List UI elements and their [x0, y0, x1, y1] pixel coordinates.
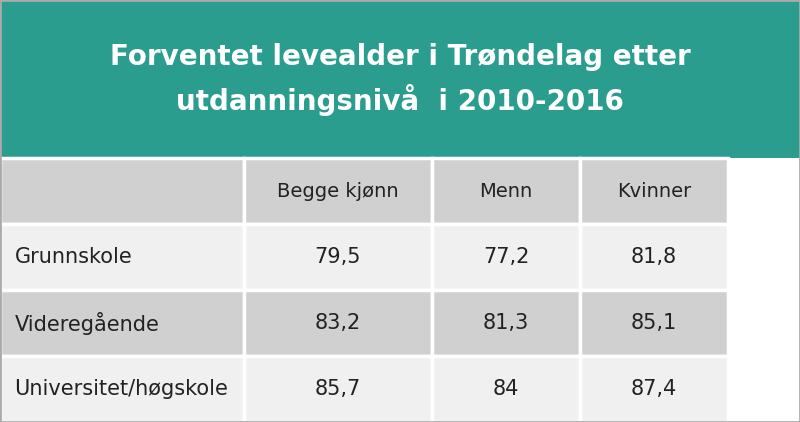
Bar	[432, 290, 580, 356]
Text: 87,4: 87,4	[631, 379, 677, 399]
Bar	[432, 224, 580, 290]
Text: Grunnskole: Grunnskole	[14, 247, 132, 267]
Text: 81,8: 81,8	[631, 247, 677, 267]
Text: 77,2: 77,2	[483, 247, 529, 267]
Bar	[244, 224, 432, 290]
Bar	[0, 158, 244, 224]
Text: 79,5: 79,5	[314, 247, 362, 267]
Bar	[580, 158, 728, 224]
Bar	[0, 356, 244, 422]
Bar	[0, 0, 800, 158]
Text: 81,3: 81,3	[483, 313, 529, 333]
Bar	[580, 224, 728, 290]
Text: 85,7: 85,7	[315, 379, 361, 399]
Text: Begge kjønn: Begge kjønn	[277, 182, 399, 201]
Bar	[580, 290, 728, 356]
Bar	[0, 290, 244, 356]
Text: 83,2: 83,2	[315, 313, 361, 333]
Bar	[0, 224, 244, 290]
Bar	[432, 356, 580, 422]
Text: Menn: Menn	[479, 182, 533, 201]
Bar	[244, 158, 432, 224]
Text: Universitet/høgskole: Universitet/høgskole	[14, 379, 228, 399]
Bar	[432, 158, 580, 224]
Text: 85,1: 85,1	[631, 313, 677, 333]
Text: 84: 84	[493, 379, 519, 399]
Bar	[244, 356, 432, 422]
Text: Kvinner: Kvinner	[617, 182, 691, 201]
Text: Videregående: Videregående	[14, 311, 159, 335]
Bar	[580, 356, 728, 422]
Bar	[244, 290, 432, 356]
Text: Forventet levealder i Trøndelag etter
utdanningsnivå  i 2010-2016: Forventet levealder i Trøndelag etter ut…	[110, 43, 690, 116]
